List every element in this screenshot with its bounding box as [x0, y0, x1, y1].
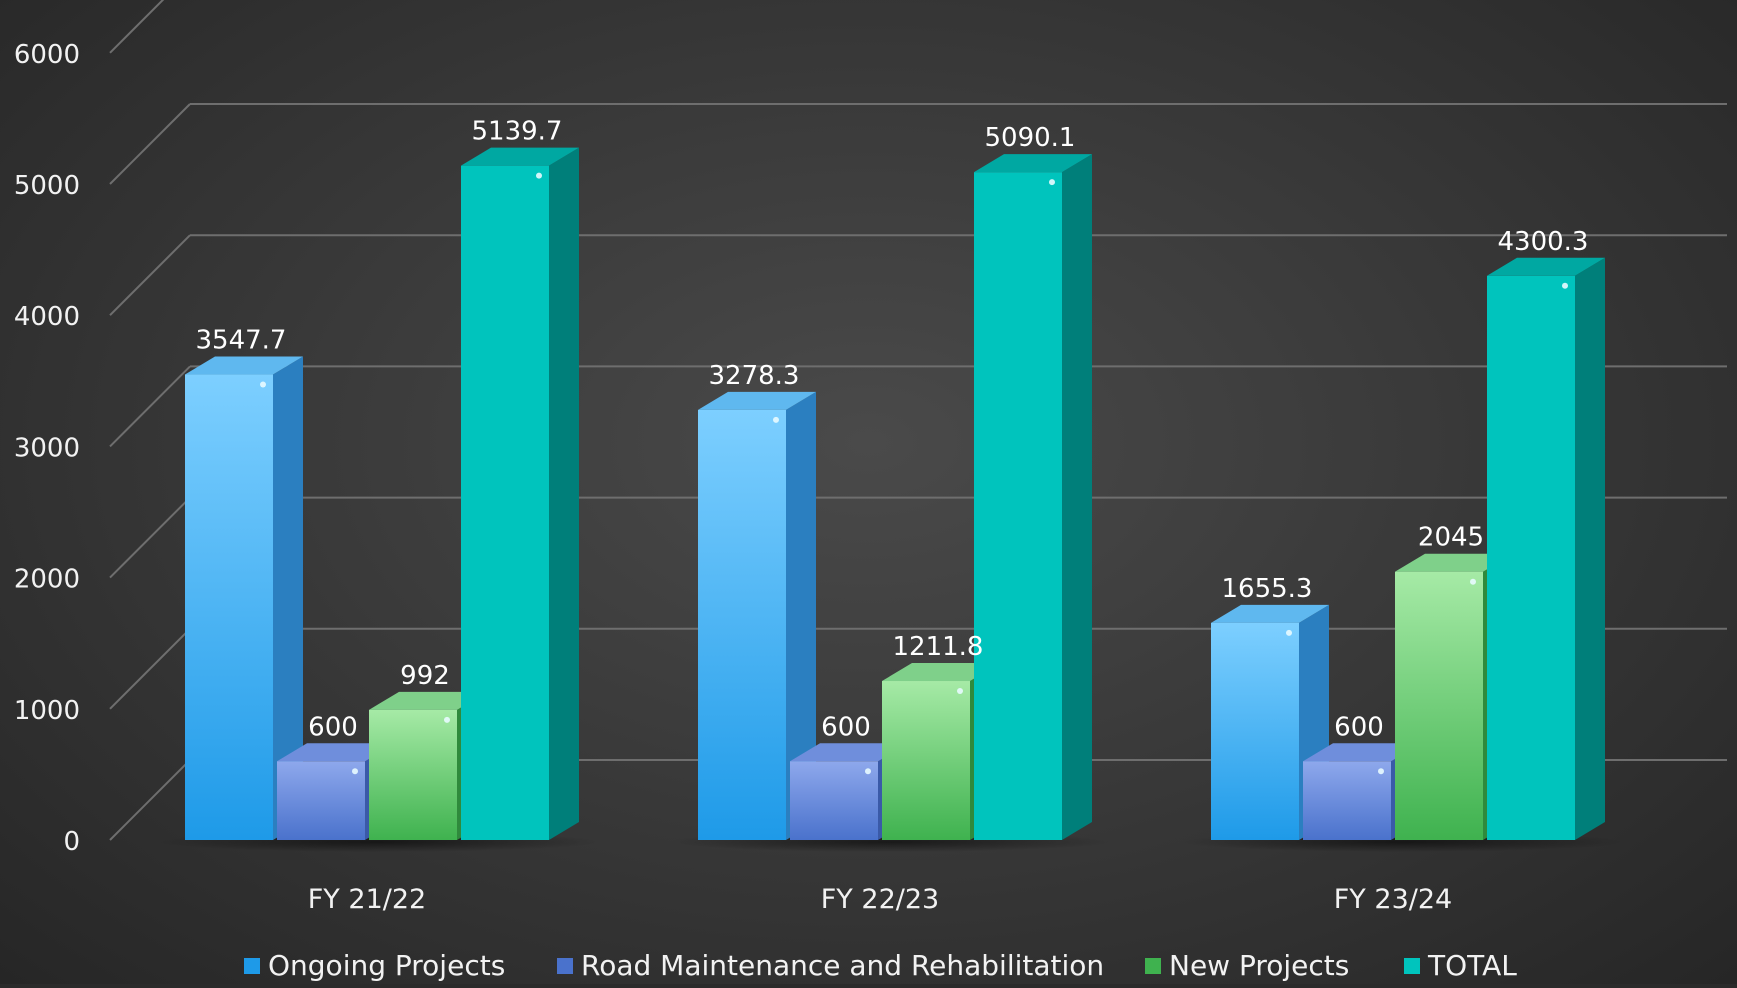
bar-highlight: [1286, 629, 1292, 636]
legend-item: New Projects: [1145, 949, 1349, 982]
bar: [974, 172, 1062, 840]
gridline-diagonal: [109, 365, 191, 448]
bar-highlight: [260, 381, 266, 388]
bar-highlight: [352, 768, 358, 775]
legend-swatch: [1145, 958, 1161, 974]
legend-label: Ongoing Projects: [268, 949, 505, 982]
y-tick-label: 6000: [14, 40, 80, 70]
legend-item: Ongoing Projects: [244, 949, 505, 982]
bar-0-3: [461, 147, 579, 840]
bar-highlight: [1378, 768, 1384, 775]
gridline-diagonal: [109, 628, 191, 710]
bar-top: [1303, 743, 1421, 762]
bar-highlight: [1562, 282, 1568, 289]
bar-highlight: [444, 716, 450, 723]
bar: [1211, 622, 1299, 840]
bar-side: [786, 391, 816, 840]
bar: [882, 681, 970, 840]
bar-1-0: [698, 391, 816, 840]
bar-top: [790, 743, 908, 762]
bar: [461, 165, 549, 840]
bar-highlight: [536, 172, 542, 179]
data-labels: 3547.7 600 992 5139.7 FY 21/22 3278.3 600 1211.…: [196, 117, 1589, 915]
data-label: 2045: [1418, 523, 1484, 553]
legend-item: Road Maintenance and Rehabilitation: [557, 949, 1104, 982]
data-label: 992: [400, 661, 450, 691]
bar: [790, 761, 878, 840]
bar-side: [1062, 154, 1092, 840]
y-tick-label: 1000: [14, 696, 80, 726]
bar: [185, 374, 273, 840]
bar-highlight: [1470, 578, 1476, 585]
data-label: 3547.7: [196, 326, 287, 356]
bar: [1395, 571, 1483, 840]
bar-0-0: [185, 356, 303, 840]
data-label: 5139.7: [472, 117, 563, 147]
legend-swatch: [244, 958, 260, 974]
legend-label: TOTAL: [1427, 949, 1517, 982]
gridline-diagonal: [109, 496, 191, 579]
data-label: 600: [1334, 712, 1384, 742]
data-label: 600: [821, 712, 871, 742]
data-label: 1211.8: [893, 632, 984, 662]
y-tick-label: 2000: [14, 565, 80, 595]
bar-top: [369, 691, 487, 710]
bar: [1303, 761, 1391, 840]
gridline-diagonal: [109, 0, 165, 54]
bar-highlight: [865, 768, 871, 775]
bar-side: [549, 147, 579, 840]
data-label: 600: [308, 712, 358, 742]
bar-0-1: [277, 743, 395, 840]
bar-2-3: [1487, 257, 1605, 840]
data-label: 3278.3: [709, 361, 800, 391]
bar-highlight: [957, 688, 963, 695]
bar-side: [1575, 257, 1605, 840]
legend-swatch: [557, 958, 573, 974]
data-label: 1655.3: [1222, 574, 1313, 604]
bar-side: [273, 356, 303, 840]
bar: [277, 761, 365, 840]
bar-1-3: [974, 154, 1092, 840]
legend-item: TOTAL: [1404, 949, 1517, 982]
data-label: 5090.1: [985, 123, 1076, 153]
x-tick-label: FY 21/22: [308, 884, 426, 915]
gridline-diagonal: [109, 103, 191, 185]
bar-highlight: [1049, 179, 1055, 186]
y-tick-label: 5000: [14, 171, 80, 201]
bar-top: [185, 356, 303, 375]
bar-top: [882, 663, 1000, 682]
legend-swatch: [1404, 958, 1420, 974]
bars: [155, 147, 1625, 852]
bar: [1487, 275, 1575, 840]
y-tick-label: 3000: [14, 433, 80, 463]
bar-top: [1395, 553, 1513, 572]
data-label: 4300.3: [1498, 227, 1589, 257]
bar: [369, 709, 457, 840]
legend: Ongoing Projects Road Maintenance and Reh…: [244, 949, 1517, 982]
bar-highlight: [773, 416, 779, 423]
bar-top: [698, 391, 816, 410]
y-tick-label: 4000: [14, 302, 80, 332]
bar-top: [974, 154, 1092, 173]
bar-top: [1211, 604, 1329, 623]
bar: [698, 409, 786, 840]
legend-label: Road Maintenance and Rehabilitation: [581, 949, 1104, 982]
bar-top: [461, 147, 579, 166]
legend-label: New Projects: [1169, 949, 1349, 982]
gridline-diagonal: [109, 234, 191, 316]
gridline-diagonal: [109, 759, 191, 841]
bar-top: [277, 743, 395, 762]
x-tick-label: FY 22/23: [821, 884, 939, 915]
x-tick-label: FY 23/24: [1334, 884, 1452, 915]
bar-top: [1487, 257, 1605, 276]
y-tick-label: 0: [63, 827, 80, 857]
